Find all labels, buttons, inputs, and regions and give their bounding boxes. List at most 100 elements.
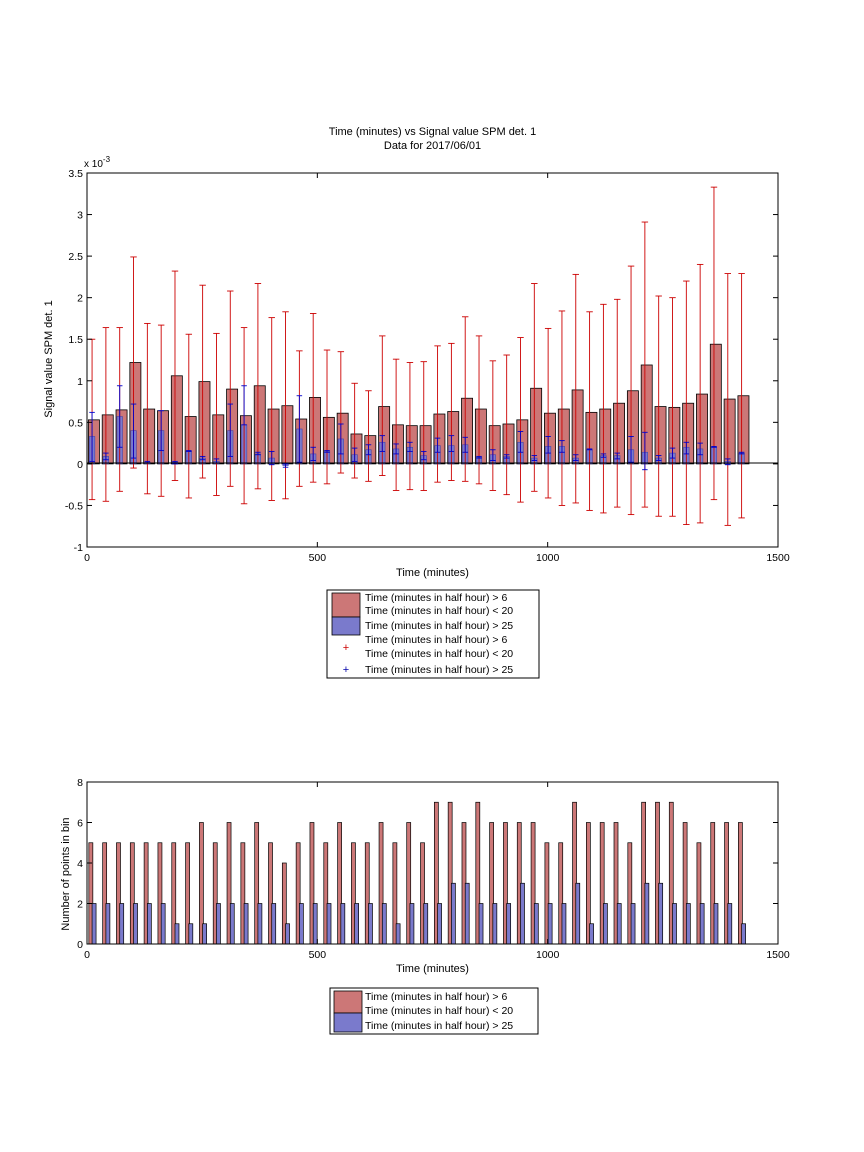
signal-bar-red bbox=[640, 364, 653, 465]
count-bar-blue bbox=[354, 903, 359, 945]
count-chart: 0 500 1000 1500 0 2 4 6 8 Time (minutes) Number … bbox=[60, 777, 790, 1035]
x-tick-label: 500 bbox=[309, 552, 327, 564]
y-axis-label: Number of points in bin bbox=[60, 817, 72, 930]
legend-entry: Time (minutes in half hour) > 6 bbox=[365, 592, 507, 604]
count-bar-blue bbox=[520, 882, 525, 945]
count-bar-blue bbox=[658, 882, 664, 945]
bottom-axes: 0 500 1000 1500 0 2 4 6 8 bbox=[77, 777, 790, 961]
y-tick-label: 1 bbox=[77, 376, 83, 388]
y-tick-label: 0 bbox=[77, 939, 83, 951]
legend-entry: Time (minutes in half hour) > 25 bbox=[365, 620, 513, 632]
signal-bar-red bbox=[198, 381, 211, 465]
legend-entry: Time (minutes in half hour) < 20 bbox=[365, 648, 513, 660]
count-bar-blue bbox=[437, 903, 442, 945]
red-bar-series bbox=[87, 343, 750, 465]
x-axis-label: Time (minutes) bbox=[396, 963, 469, 975]
y-tick-label: 0.5 bbox=[68, 417, 83, 429]
count-bar-blue bbox=[589, 923, 594, 945]
bottom-legend: Time (minutes in half hour) > 6 Time (mi… bbox=[329, 987, 539, 1035]
blue-errorbar-series bbox=[89, 385, 745, 471]
count-bar-blue bbox=[561, 903, 567, 945]
y-tick-label: 6 bbox=[77, 818, 83, 830]
count-bar-blue bbox=[340, 903, 346, 945]
legend-swatch-red bbox=[331, 592, 361, 618]
x-tick-label: 0 bbox=[84, 949, 90, 961]
x-tick-label: 1000 bbox=[536, 552, 560, 564]
legend-box bbox=[326, 589, 540, 679]
signal-bar-red bbox=[571, 389, 584, 465]
signal-bar-red bbox=[474, 408, 487, 465]
red-errorbar-series bbox=[88, 186, 745, 526]
y-tick-label: 1.5 bbox=[68, 334, 83, 346]
signal-chart: Time (minutes) vs Signal value SPM det. … bbox=[43, 126, 790, 679]
count-bar-blue bbox=[672, 903, 677, 945]
axes-frame bbox=[86, 172, 779, 548]
count-bar-blue bbox=[533, 903, 539, 945]
count-bar-blue bbox=[119, 903, 125, 945]
count-bar-blue bbox=[741, 923, 746, 945]
x-tick-label: 1000 bbox=[536, 949, 560, 961]
chart-subtitle: Data for 2017/06/01 bbox=[384, 140, 481, 152]
x-tick-label: 1500 bbox=[766, 552, 790, 564]
y-tick-label: 3 bbox=[77, 210, 83, 222]
count-bar-blue bbox=[146, 903, 152, 945]
count-bar-blue bbox=[312, 903, 318, 945]
signal-bar-red bbox=[170, 375, 183, 465]
count-bar-blue bbox=[202, 923, 207, 945]
legend-swatch-blue bbox=[331, 616, 361, 636]
count-bar-blue bbox=[603, 903, 608, 945]
signal-bar-red bbox=[143, 408, 156, 465]
count-bar-blue bbox=[174, 923, 180, 945]
x-axis-label: Time (minutes) bbox=[396, 567, 469, 579]
signal-bar-red bbox=[613, 402, 625, 465]
chart-title: Time (minutes) vs Signal value SPM det. … bbox=[329, 126, 536, 138]
y-tick-label: 3.5 bbox=[68, 168, 83, 180]
red-count-series bbox=[88, 801, 743, 945]
legend-entry: Time (minutes in half hour) < 20 bbox=[365, 605, 513, 617]
y-multiplier-base: x 10 bbox=[84, 159, 103, 170]
count-bar-blue bbox=[492, 903, 498, 945]
blue-count-series bbox=[91, 882, 746, 945]
legend-swatch-blue bbox=[333, 1012, 363, 1033]
top-legend: Time (minutes in half hour) > 6 Time (mi… bbox=[326, 589, 540, 679]
y-multiplier-exponent: -3 bbox=[103, 155, 111, 164]
count-bar-blue bbox=[326, 903, 332, 945]
legend-entry: Time (minutes in half hour) > 6 bbox=[365, 991, 507, 1003]
count-bar-blue bbox=[188, 923, 194, 945]
count-bar-blue bbox=[243, 903, 249, 945]
count-bar-blue bbox=[409, 903, 415, 945]
count-bar-blue bbox=[285, 923, 290, 945]
y-tick-label: 8 bbox=[77, 777, 83, 789]
count-bar-blue bbox=[644, 882, 650, 945]
count-bar-blue bbox=[547, 903, 553, 945]
count-bar-blue bbox=[133, 903, 138, 945]
count-bar-blue bbox=[395, 923, 401, 945]
y-axis-label: Signal value SPM det. 1 bbox=[43, 300, 55, 417]
legend-entry: Time (minutes in half hour) > 6 bbox=[365, 634, 507, 646]
count-bar-blue bbox=[381, 903, 387, 945]
legend-marker-blue-plus: + bbox=[343, 664, 349, 676]
count-bar-blue bbox=[478, 903, 484, 945]
y-tick-label: 4 bbox=[77, 858, 83, 870]
y-axis-multiplier: x 10-3 bbox=[84, 155, 111, 170]
count-bar-blue bbox=[368, 903, 373, 945]
count-bar-blue bbox=[423, 903, 429, 945]
count-bar-blue bbox=[464, 882, 470, 945]
legend-entry: Time (minutes in half hour) < 20 bbox=[365, 1005, 513, 1017]
count-bar-blue bbox=[160, 903, 166, 945]
count-bar-blue bbox=[216, 903, 221, 945]
signal-bar-red bbox=[281, 405, 294, 465]
signal-bar-red bbox=[267, 408, 280, 465]
signal-bar-red bbox=[212, 414, 225, 465]
legend-entry: Time (minutes in half hour) > 25 bbox=[365, 1020, 513, 1032]
count-bar-blue bbox=[91, 903, 97, 945]
y-tick-label: -0.5 bbox=[65, 500, 83, 512]
count-bar-blue bbox=[630, 903, 636, 945]
legend-swatch-red bbox=[333, 990, 363, 1014]
y-tick-label: 2.5 bbox=[68, 251, 83, 263]
signal-bar-red bbox=[723, 398, 736, 465]
x-tick-label: 1500 bbox=[766, 949, 790, 961]
count-bar-blue bbox=[713, 903, 719, 945]
count-bar-blue bbox=[451, 882, 456, 945]
legend-box bbox=[329, 987, 539, 1035]
